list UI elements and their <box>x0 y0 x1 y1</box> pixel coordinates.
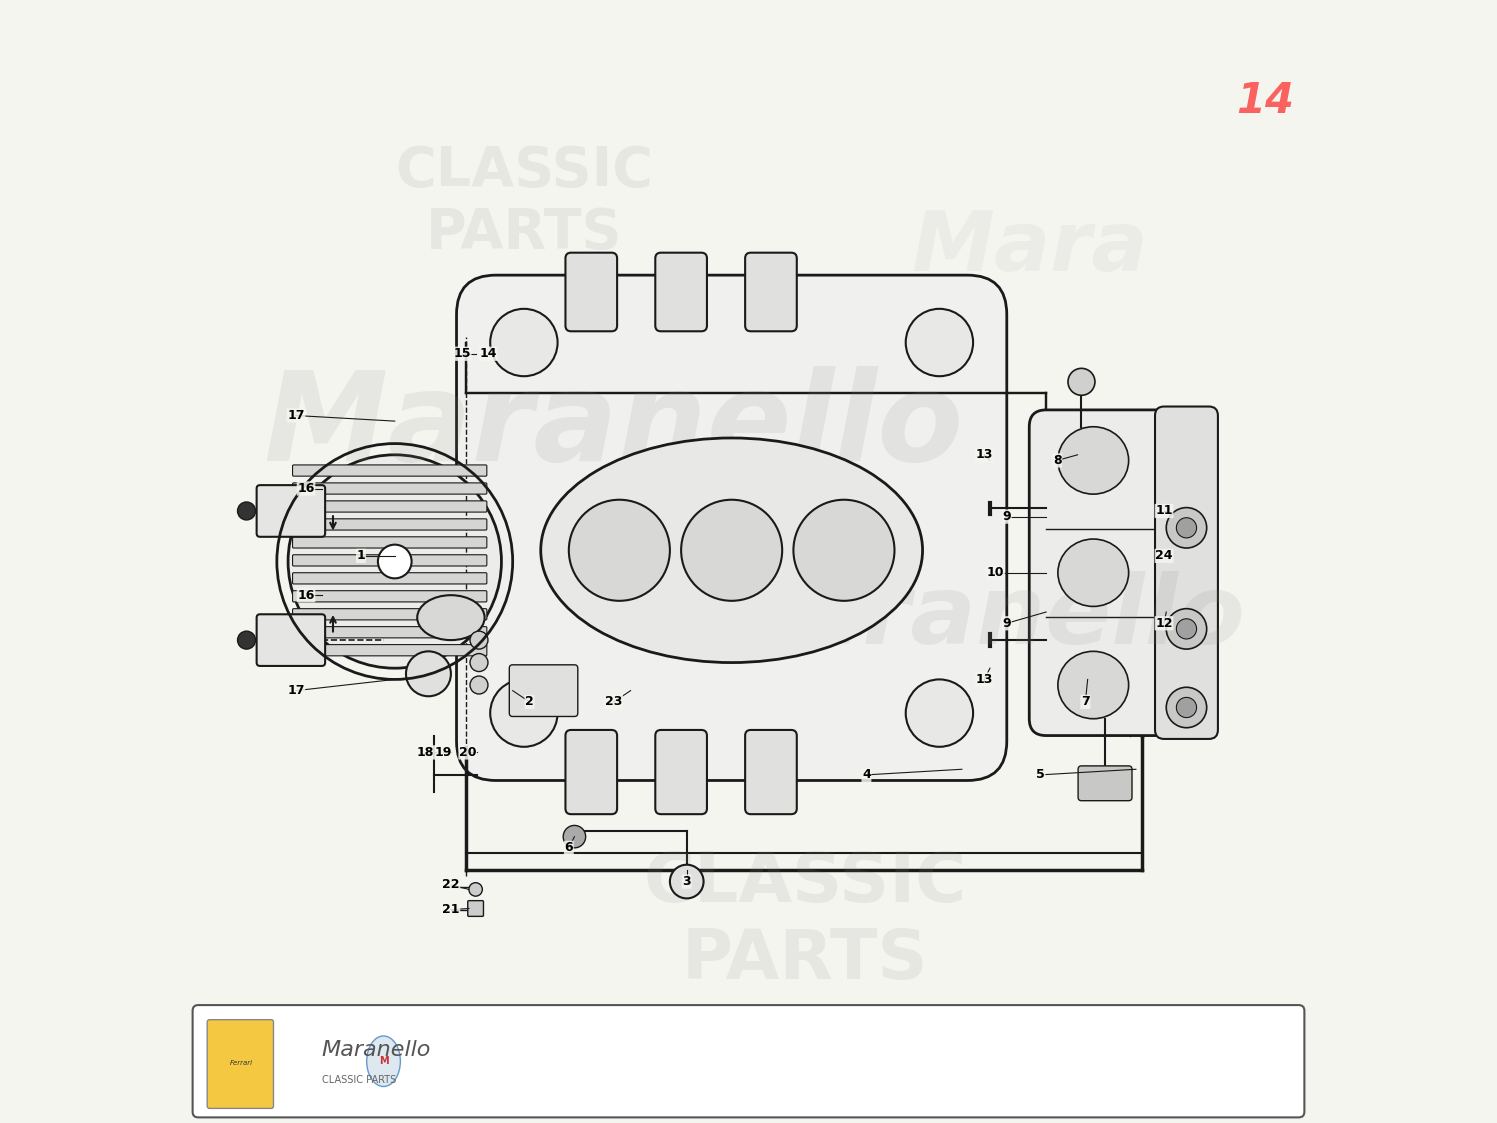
FancyBboxPatch shape <box>1078 766 1132 801</box>
FancyBboxPatch shape <box>292 501 487 512</box>
Circle shape <box>377 545 412 578</box>
FancyBboxPatch shape <box>1156 407 1219 739</box>
FancyBboxPatch shape <box>292 465 487 476</box>
Circle shape <box>793 500 895 601</box>
FancyBboxPatch shape <box>292 591 487 602</box>
Text: 1: 1 <box>356 549 365 563</box>
Text: 10: 10 <box>987 566 1004 579</box>
Circle shape <box>490 679 557 747</box>
Circle shape <box>906 309 973 376</box>
Text: 19: 19 <box>434 746 452 759</box>
Circle shape <box>469 883 482 896</box>
Text: 17: 17 <box>287 409 305 422</box>
Circle shape <box>406 651 451 696</box>
Circle shape <box>490 309 557 376</box>
FancyBboxPatch shape <box>292 627 487 638</box>
FancyBboxPatch shape <box>193 1005 1304 1117</box>
Circle shape <box>1177 518 1196 538</box>
FancyBboxPatch shape <box>292 519 487 530</box>
Circle shape <box>681 500 783 601</box>
FancyBboxPatch shape <box>207 1020 274 1108</box>
FancyBboxPatch shape <box>509 665 578 716</box>
Text: 22: 22 <box>442 878 460 892</box>
Text: 6: 6 <box>564 841 573 855</box>
Text: 8: 8 <box>1052 454 1061 467</box>
Ellipse shape <box>1058 427 1129 494</box>
Circle shape <box>1166 508 1207 548</box>
FancyBboxPatch shape <box>292 609 487 620</box>
Circle shape <box>1177 697 1196 718</box>
Text: Mara: Mara <box>912 207 1148 287</box>
Text: 12: 12 <box>1156 617 1172 630</box>
FancyBboxPatch shape <box>656 730 707 814</box>
Text: CLASSIC
PARTS: CLASSIC PARTS <box>395 144 653 261</box>
Circle shape <box>238 631 256 649</box>
Circle shape <box>1166 687 1207 728</box>
Text: CLASSIC
PARTS: CLASSIC PARTS <box>644 849 966 993</box>
Text: 3: 3 <box>683 875 692 888</box>
Text: 9: 9 <box>1003 510 1010 523</box>
Circle shape <box>1166 609 1207 649</box>
Text: 4: 4 <box>862 768 871 782</box>
FancyBboxPatch shape <box>256 485 325 537</box>
FancyBboxPatch shape <box>292 555 487 566</box>
Text: 21: 21 <box>442 903 460 916</box>
FancyBboxPatch shape <box>746 253 796 331</box>
Ellipse shape <box>540 438 922 663</box>
FancyBboxPatch shape <box>292 483 487 494</box>
Circle shape <box>470 654 488 672</box>
Text: Ferrari: Ferrari <box>229 1060 253 1067</box>
Circle shape <box>563 825 585 848</box>
Text: Maranello: Maranello <box>701 572 1246 664</box>
Text: CLASSIC PARTS: CLASSIC PARTS <box>322 1076 397 1085</box>
Text: 18: 18 <box>416 746 434 759</box>
Circle shape <box>669 865 704 898</box>
FancyBboxPatch shape <box>292 573 487 584</box>
Text: 13: 13 <box>976 448 993 462</box>
FancyBboxPatch shape <box>746 730 796 814</box>
FancyBboxPatch shape <box>457 275 1007 780</box>
Ellipse shape <box>418 595 485 640</box>
FancyBboxPatch shape <box>292 537 487 548</box>
Text: 11: 11 <box>1156 504 1172 518</box>
Text: M: M <box>379 1057 388 1066</box>
Text: 13: 13 <box>976 673 993 686</box>
Circle shape <box>470 676 488 694</box>
Text: Maranello: Maranello <box>263 366 964 487</box>
FancyBboxPatch shape <box>566 253 617 331</box>
Circle shape <box>1067 368 1094 395</box>
Circle shape <box>238 502 256 520</box>
Text: 2: 2 <box>525 695 534 709</box>
FancyBboxPatch shape <box>256 614 325 666</box>
FancyBboxPatch shape <box>467 901 484 916</box>
Circle shape <box>906 679 973 747</box>
FancyBboxPatch shape <box>292 645 487 656</box>
Text: 5: 5 <box>1036 768 1045 782</box>
Circle shape <box>470 631 488 649</box>
Text: 16: 16 <box>298 482 314 495</box>
Text: 14: 14 <box>1237 80 1293 122</box>
Text: 7: 7 <box>1081 695 1090 709</box>
FancyBboxPatch shape <box>656 253 707 331</box>
Text: 14: 14 <box>479 347 497 360</box>
Text: 16: 16 <box>298 588 314 602</box>
Text: 9: 9 <box>1003 617 1010 630</box>
Text: 24: 24 <box>1156 549 1172 563</box>
Circle shape <box>287 455 501 668</box>
Text: 20: 20 <box>460 746 476 759</box>
Ellipse shape <box>367 1035 400 1087</box>
Text: 23: 23 <box>605 695 623 709</box>
Circle shape <box>569 500 669 601</box>
Ellipse shape <box>1058 539 1129 606</box>
Text: Maranello: Maranello <box>322 1040 431 1060</box>
Text: 17: 17 <box>287 684 305 697</box>
FancyBboxPatch shape <box>566 730 617 814</box>
Text: 15: 15 <box>454 347 472 360</box>
Ellipse shape <box>1058 651 1129 719</box>
FancyBboxPatch shape <box>1030 410 1181 736</box>
Circle shape <box>1177 619 1196 639</box>
